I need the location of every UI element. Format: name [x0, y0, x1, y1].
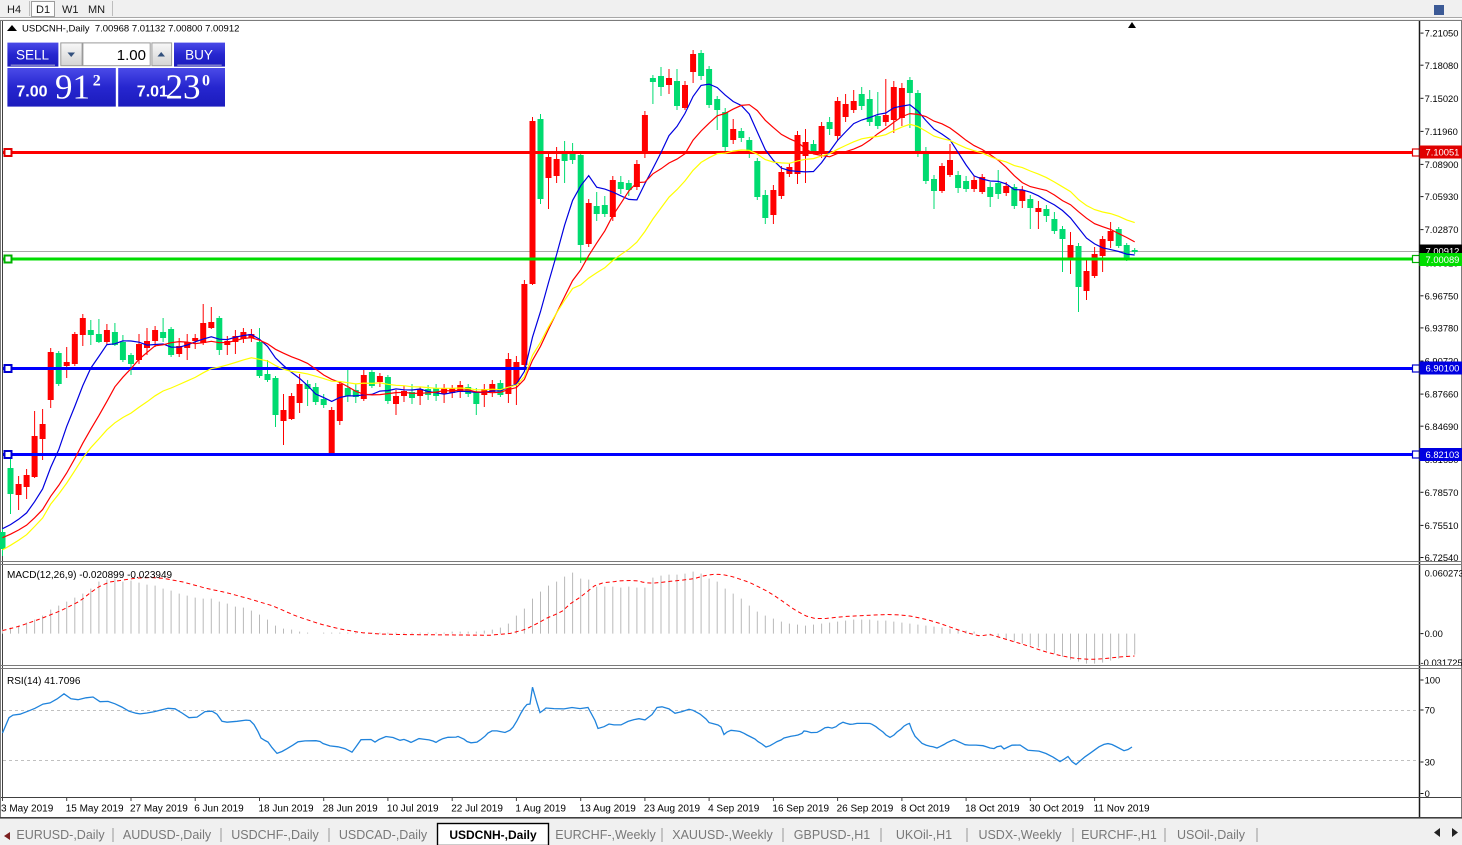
svg-text:UKOil-,H1: UKOil-,H1: [896, 828, 952, 842]
svg-text:7.00: 7.00: [16, 83, 47, 100]
svg-text:EURCHF-,H1: EURCHF-,H1: [1081, 828, 1157, 842]
svg-text:1.00: 1.00: [117, 47, 146, 64]
svg-text:-0.031725: -0.031725: [1421, 657, 1462, 668]
svg-text:23: 23: [166, 67, 201, 106]
svg-text:1 Aug 2019: 1 Aug 2019: [515, 804, 566, 815]
svg-text:0: 0: [202, 72, 210, 89]
svg-text:6.82103: 6.82103: [1426, 449, 1460, 460]
svg-text:D1: D1: [36, 4, 50, 16]
svg-text:6.90100: 6.90100: [1426, 363, 1460, 374]
svg-text:0: 0: [1425, 788, 1430, 799]
svg-text:3 May 2019: 3 May 2019: [1, 804, 54, 815]
svg-text:7.10051: 7.10051: [1426, 147, 1460, 158]
svg-text:15 May 2019: 15 May 2019: [66, 804, 124, 815]
svg-text:7.02870: 7.02870: [1425, 224, 1459, 235]
svg-text:7.08900: 7.08900: [1425, 159, 1459, 170]
svg-text:26 Sep 2019: 26 Sep 2019: [837, 804, 894, 815]
svg-text:7.05930: 7.05930: [1425, 191, 1459, 202]
svg-text:AUDUSD-,Daily: AUDUSD-,Daily: [123, 828, 212, 842]
svg-text:18 Jun 2019: 18 Jun 2019: [259, 804, 314, 815]
svg-text:27 May 2019: 27 May 2019: [130, 804, 188, 815]
svg-text:USDCNH-,Daily 7.00968 7.01132: USDCNH-,Daily 7.00968 7.01132 7.00800 7.…: [22, 24, 239, 35]
svg-text:8 Oct 2019: 8 Oct 2019: [901, 804, 950, 815]
svg-text:USDX-,Weekly: USDX-,Weekly: [978, 828, 1062, 842]
svg-text:SELL: SELL: [16, 48, 50, 63]
svg-text:MN: MN: [88, 4, 105, 16]
svg-text:70: 70: [1425, 705, 1435, 716]
svg-text:18 Oct 2019: 18 Oct 2019: [965, 804, 1020, 815]
svg-text:10 Jul 2019: 10 Jul 2019: [387, 804, 439, 815]
svg-text:11 Nov 2019: 11 Nov 2019: [1094, 804, 1150, 815]
svg-text:30: 30: [1425, 757, 1435, 768]
svg-text:7.01: 7.01: [137, 83, 168, 100]
svg-text:0.060273: 0.060273: [1425, 567, 1462, 578]
svg-text:6.84690: 6.84690: [1425, 421, 1459, 432]
svg-text:6.87660: 6.87660: [1425, 389, 1459, 400]
svg-text:7.21050: 7.21050: [1425, 28, 1459, 39]
svg-text:USDCNH-,Daily: USDCNH-,Daily: [449, 828, 537, 842]
svg-text:6.75510: 6.75510: [1425, 520, 1459, 531]
svg-text:7.15020: 7.15020: [1425, 93, 1459, 104]
svg-text:XAUUSD-,Weekly: XAUUSD-,Weekly: [672, 828, 773, 842]
svg-text:H4: H4: [7, 4, 21, 16]
svg-text:EURCHF-,Weekly: EURCHF-,Weekly: [555, 828, 656, 842]
svg-text:6.96750: 6.96750: [1425, 290, 1459, 301]
svg-text:USDCHF-,Daily: USDCHF-,Daily: [231, 828, 319, 842]
svg-text:22 Jul 2019: 22 Jul 2019: [451, 804, 503, 815]
svg-text:7.00089: 7.00089: [1426, 254, 1460, 265]
svg-text:28 Jun 2019: 28 Jun 2019: [323, 804, 378, 815]
svg-text:BUY: BUY: [185, 48, 213, 63]
svg-text:6 Jun 2019: 6 Jun 2019: [194, 804, 244, 815]
svg-text:RSI(14) 41.7096: RSI(14) 41.7096: [7, 676, 81, 687]
svg-text:USDCAD-,Daily: USDCAD-,Daily: [339, 828, 428, 842]
svg-text:6.78570: 6.78570: [1425, 487, 1459, 498]
svg-text:EURUSD-,Daily: EURUSD-,Daily: [16, 828, 105, 842]
svg-text:7.11960: 7.11960: [1425, 126, 1458, 137]
svg-text:16 Sep 2019: 16 Sep 2019: [772, 804, 829, 815]
svg-text:W1: W1: [62, 4, 79, 16]
svg-text:100: 100: [1425, 675, 1441, 686]
svg-text:2: 2: [93, 72, 101, 89]
svg-text:30 Oct 2019: 30 Oct 2019: [1029, 804, 1084, 815]
svg-text:91: 91: [55, 67, 90, 106]
svg-text:MACD(12,26,9) -0.020899 -0.023: MACD(12,26,9) -0.020899 -0.023949: [7, 570, 173, 581]
svg-text:7.00912: 7.00912: [1426, 246, 1460, 257]
svg-text:6.90720: 6.90720: [1425, 356, 1459, 367]
svg-text:4 Sep 2019: 4 Sep 2019: [708, 804, 760, 815]
svg-text:0.00: 0.00: [1425, 628, 1443, 639]
svg-text:23 Aug 2019: 23 Aug 2019: [644, 804, 701, 815]
svg-text:7.18080: 7.18080: [1425, 60, 1459, 71]
svg-text:USOil-,Daily: USOil-,Daily: [1177, 828, 1246, 842]
svg-text:6.93780: 6.93780: [1425, 323, 1459, 334]
svg-text:6.72540: 6.72540: [1425, 552, 1459, 563]
svg-text:13 Aug 2019: 13 Aug 2019: [580, 804, 637, 815]
svg-text:GBPUSD-,H1: GBPUSD-,H1: [794, 828, 870, 842]
